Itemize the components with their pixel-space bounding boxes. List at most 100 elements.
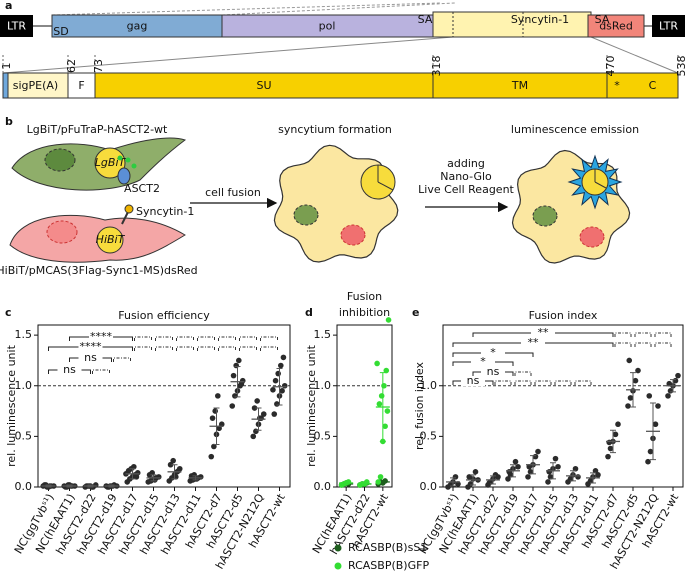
arrow-label: Nano-Glo (440, 170, 492, 183)
data-point (512, 458, 519, 465)
comparison-bracket (239, 346, 257, 351)
data-point (133, 474, 140, 480)
comparison-bracket (92, 369, 110, 374)
arrow-label: adding (447, 157, 485, 170)
data-point (652, 421, 659, 428)
label-bg (521, 338, 545, 348)
data-point (278, 362, 284, 369)
data-point (495, 474, 501, 480)
data-point (270, 387, 276, 393)
comparison-bracket (197, 336, 215, 341)
chart-title: Fusion index (529, 309, 598, 322)
data-point (175, 468, 182, 474)
data-point (254, 398, 260, 404)
comparison-bracket (218, 346, 236, 351)
step-label: syncytium formation (278, 123, 392, 136)
cell-label: HiBiT/pMCAS(3Flag-Sync1-MS)dsRed (0, 264, 198, 277)
comparison-bracket (654, 342, 672, 347)
y-tick-label: 0.0 (420, 480, 438, 493)
label-bg (78, 342, 103, 352)
data-point (211, 443, 217, 450)
data-point (555, 463, 561, 470)
data-point (194, 476, 200, 482)
data-point (527, 469, 534, 475)
label-bg (89, 332, 113, 342)
data-point (506, 469, 513, 475)
data-point (627, 395, 634, 401)
significance-label: **** (80, 340, 103, 353)
guide-line (2, 36, 679, 74)
comparison-bracket (260, 336, 278, 341)
data-point (647, 448, 654, 455)
label-bg (57, 365, 82, 375)
comparison-bracket (614, 342, 632, 347)
nanoluc-split (594, 169, 607, 189)
comparison-bracket (574, 380, 592, 385)
data-point (665, 393, 671, 399)
data-point (635, 367, 641, 374)
substrate (125, 157, 131, 163)
chart-title: inhibition (339, 306, 390, 319)
nucleus (46, 220, 78, 244)
position-label: 538 (675, 56, 685, 77)
cell (273, 144, 399, 263)
chart-title: Fusion (347, 290, 382, 303)
y-tick-label: 0.5 (314, 429, 332, 442)
comparison-bracket (634, 332, 652, 337)
comparison-bracket (134, 336, 152, 341)
comparison-bracket (654, 332, 672, 337)
comparison-bracket (634, 342, 652, 347)
sa-label: SA (595, 13, 610, 26)
data-point (253, 428, 259, 435)
domain-box (2, 72, 69, 99)
data-point (385, 317, 392, 323)
data-point (208, 453, 215, 460)
comparison-bracket (113, 357, 131, 362)
comparison-bracket (514, 380, 532, 385)
domain-box (432, 72, 608, 99)
label-bg (481, 348, 505, 358)
y-tick-label: 0.5 (420, 429, 438, 442)
significance-label: * (480, 355, 486, 368)
ltr-box (0, 15, 33, 37)
label-bg (481, 367, 505, 377)
data-point (515, 463, 521, 470)
arrow-label: cell fusion (205, 186, 261, 199)
syncytin-label: Syncytin-1 (136, 205, 194, 218)
data-point (280, 354, 287, 361)
data-point (375, 479, 382, 485)
y-tick-label: 1.0 (15, 379, 33, 392)
nucleus (44, 148, 76, 172)
data-point (535, 448, 541, 455)
data-point (271, 411, 278, 417)
data-point (545, 479, 551, 485)
domain-label: sigPE(A) (13, 79, 58, 92)
sd-label: SD (53, 25, 68, 38)
position-label: 318 (430, 56, 443, 77)
comparison-bracket (239, 336, 257, 341)
legend-label: RCASBP(B)sS1 (348, 541, 427, 554)
data-point (546, 469, 553, 475)
label-bg (471, 357, 495, 367)
domain-label: F (78, 79, 84, 92)
comparison-bracket (134, 346, 152, 351)
domain-box (67, 72, 96, 99)
data-point (251, 405, 258, 411)
data-point (612, 431, 619, 438)
data-point (486, 480, 493, 486)
data-point (646, 393, 653, 399)
plot-frame (442, 324, 684, 488)
data-point (655, 403, 661, 409)
panel-label: c (5, 306, 12, 319)
data-point (525, 474, 531, 480)
y-tick-label: 1.0 (420, 379, 438, 392)
stop-label: * (614, 79, 620, 92)
data-point (572, 465, 579, 472)
comparison-bracket (155, 346, 173, 351)
nucleus (579, 226, 605, 248)
dsred-label: dsRed (599, 20, 633, 33)
comparison-bracket (494, 380, 512, 385)
data-point (552, 455, 559, 462)
data-point (587, 478, 594, 484)
